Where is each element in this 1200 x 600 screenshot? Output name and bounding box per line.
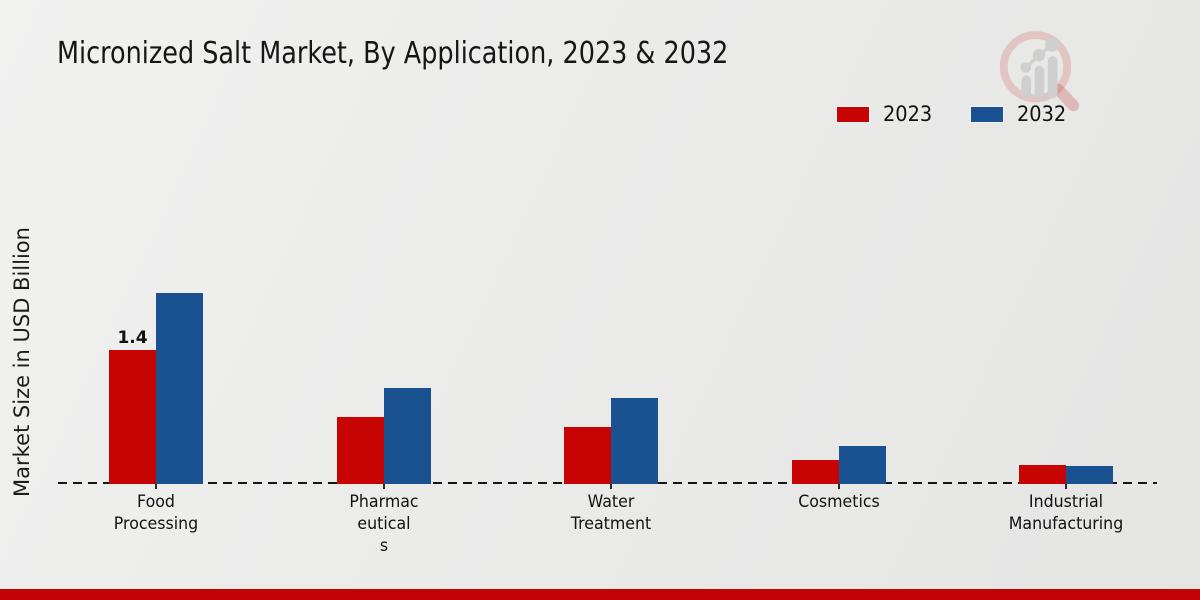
x-axis-tick bbox=[1065, 484, 1067, 489]
category-label-pharmaceuticals: Pharmac eutical s bbox=[348, 492, 419, 556]
footer-accent-bar bbox=[0, 589, 1200, 600]
bar-2032-industrial-manufacturing bbox=[1066, 466, 1113, 484]
category-label-food-processing: Food Processing bbox=[113, 492, 199, 534]
category-label-cosmetics: Cosmetics bbox=[797, 492, 880, 512]
bar-2023-water-treatment bbox=[564, 427, 611, 484]
bar-2032-pharmaceuticals bbox=[383, 388, 431, 484]
legend-item-2023: 2023 bbox=[836, 102, 936, 126]
legend: 2023 2032 bbox=[836, 102, 1071, 126]
x-axis-tick bbox=[610, 484, 612, 489]
bar-2023-pharmaceuticals bbox=[336, 417, 384, 484]
legend-item-2032: 2032 bbox=[970, 102, 1070, 126]
magnifier-bar-chart-logo-icon bbox=[995, 28, 1083, 116]
bar-2032-food-processing bbox=[156, 293, 203, 484]
x-axis-tick bbox=[382, 484, 385, 489]
bar-2023-food-processing bbox=[109, 350, 156, 484]
x-axis-tick bbox=[155, 484, 157, 489]
legend-label-2032: 2032 bbox=[1017, 102, 1067, 126]
bar-2023-cosmetics bbox=[791, 460, 839, 484]
bar-2032-water-treatment bbox=[611, 398, 658, 484]
chart-title: Micronized Salt Market, By Application, … bbox=[57, 36, 729, 71]
bar-value-label: 1.4 bbox=[117, 328, 148, 348]
bar-2032-cosmetics bbox=[838, 446, 886, 484]
legend-swatch-2023 bbox=[836, 105, 870, 123]
legend-label-2023: 2023 bbox=[883, 102, 933, 126]
category-label-industrial-manufacturing: Industrial Manufacturing bbox=[1008, 492, 1124, 534]
category-label-water-treatment: Water Treatment bbox=[570, 492, 652, 534]
legend-swatch-2032 bbox=[970, 105, 1005, 123]
x-axis-tick bbox=[837, 484, 840, 489]
bar-2023-industrial-manufacturing bbox=[1019, 465, 1066, 484]
